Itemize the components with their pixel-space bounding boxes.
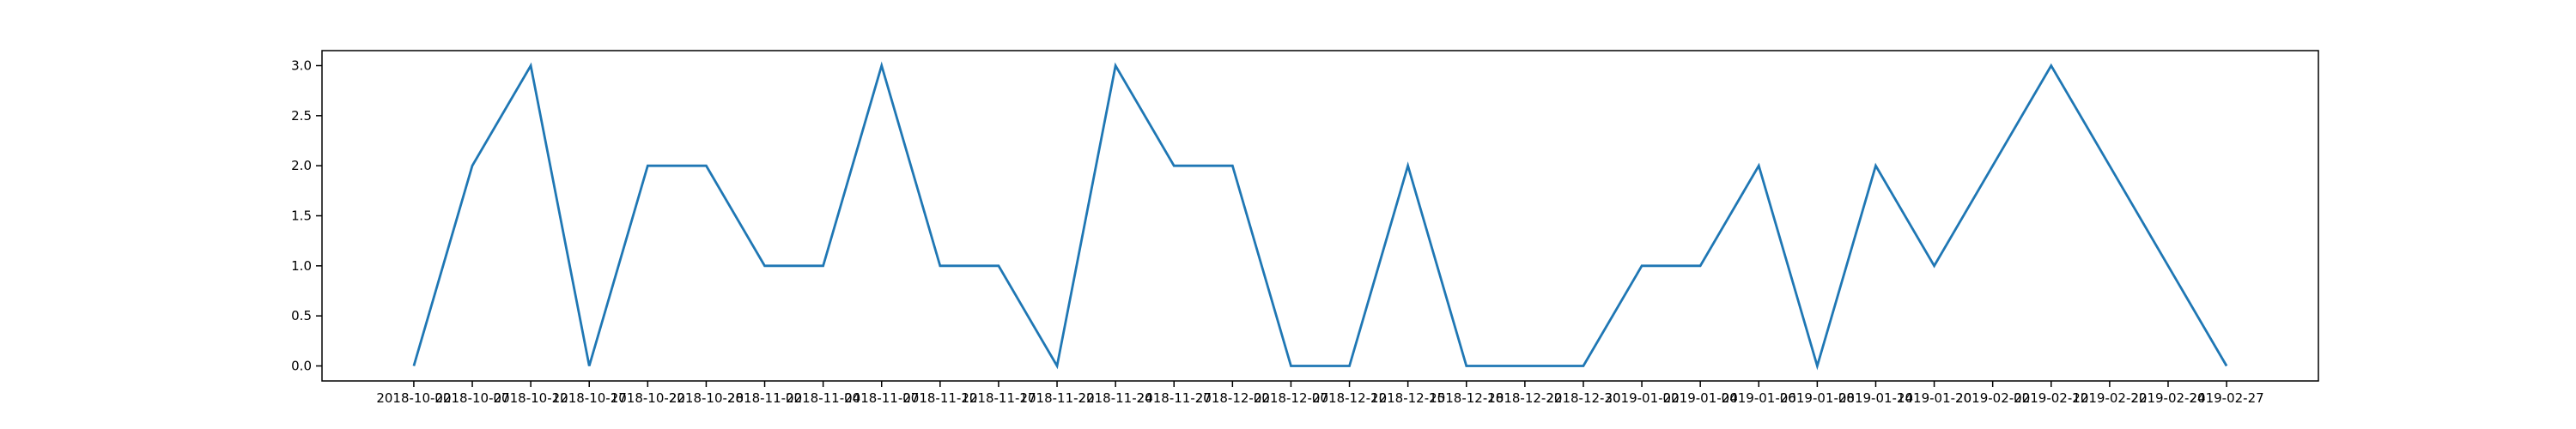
x-tick-label: 2019-02-02 bbox=[1955, 390, 2030, 406]
x-tick-label: 2018-11-17 bbox=[961, 390, 1036, 406]
x-tick-label: 2018-12-15 bbox=[1370, 390, 1445, 406]
x-tick-label: 2018-11-07 bbox=[844, 390, 919, 406]
x-tick-label: 2019-01-04 bbox=[1663, 390, 1738, 406]
x-tick-label: 2019-01-06 bbox=[1722, 390, 1796, 406]
x-tick-label: 2018-12-18 bbox=[1429, 390, 1504, 406]
y-tick-label: 0.5 bbox=[291, 308, 312, 323]
x-tick-label: 2018-10-28 bbox=[669, 390, 744, 406]
x-tick-label: 2018-12-22 bbox=[1487, 390, 1562, 406]
x-tick-label: 2018-10-17 bbox=[552, 390, 627, 406]
x-tick-label: 2018-12-30 bbox=[1546, 390, 1620, 406]
x-tick-label: 2018-10-12 bbox=[494, 390, 568, 406]
x-tick-label: 2018-10-02 bbox=[376, 390, 451, 406]
x-tick-label: 2018-11-22 bbox=[1019, 390, 1094, 406]
x-tick-label: 2019-02-27 bbox=[2189, 390, 2263, 406]
x-tick-label: 2019-02-24 bbox=[2130, 390, 2205, 406]
y-tick-label: 2.5 bbox=[291, 108, 312, 124]
x-tick-label: 2018-11-27 bbox=[1137, 390, 1212, 406]
x-tick-label: 2018-10-22 bbox=[611, 390, 685, 406]
y-tick-label: 1.5 bbox=[291, 208, 312, 224]
y-tick-label: 3.0 bbox=[291, 58, 312, 74]
data-line bbox=[412, 61, 2228, 371]
x-tick-label: 2019-02-12 bbox=[2014, 390, 2088, 406]
x-tick-label: 2018-11-12 bbox=[902, 390, 977, 406]
x-tick-label: 2019-01-02 bbox=[1604, 390, 1679, 406]
x-tick-label: 2019-01-14 bbox=[1838, 390, 1913, 406]
x-tick-label: 2019-01-08 bbox=[1780, 390, 1855, 406]
x-tick-label: 2018-12-02 bbox=[1195, 390, 1270, 406]
x-tick-label: 2019-02-22 bbox=[2072, 390, 2147, 406]
y-tick-label: 0.0 bbox=[291, 359, 312, 374]
y-tick-label: 2.0 bbox=[291, 158, 312, 173]
x-tick-label: 2018-12-12 bbox=[1312, 390, 1387, 406]
x-tick-label: 2018-12-07 bbox=[1254, 390, 1328, 406]
y-tick-label: 1.0 bbox=[291, 258, 312, 274]
x-tick-label: 2018-11-02 bbox=[727, 390, 802, 406]
axes-frame bbox=[321, 50, 2319, 382]
x-tick-label: 2019-01-20 bbox=[1897, 390, 1971, 406]
x-tick-label: 2018-11-24 bbox=[1078, 390, 1153, 406]
x-tick-label: 2018-11-04 bbox=[786, 390, 860, 406]
x-tick-label: 2018-10-07 bbox=[434, 390, 509, 406]
